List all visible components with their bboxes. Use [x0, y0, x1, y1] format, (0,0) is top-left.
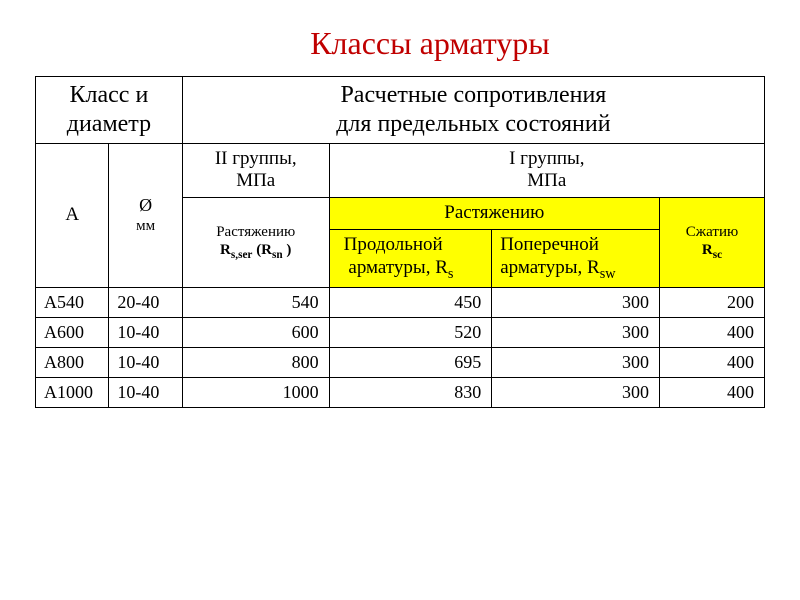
- cell-rsw: 300: [492, 287, 660, 317]
- rebar-table: Класс и диаметр Расчетные сопротивления …: [35, 76, 765, 408]
- cell-rser: 600: [182, 317, 329, 347]
- hdr-group2-l1: II группы,: [215, 148, 297, 169]
- hdr-tg2-sub1: s,ser: [231, 249, 253, 261]
- hdr-col-diam: Ø мм: [109, 143, 182, 287]
- cell-rsc: 400: [660, 347, 765, 377]
- hdr-long-l1: Продольной: [344, 234, 443, 255]
- cell-diam: 20-40: [109, 287, 182, 317]
- table-row: A1000 10-40 1000 830 300 400: [36, 377, 765, 407]
- hdr-col-A: A: [36, 143, 109, 287]
- cell-rs: 695: [329, 347, 492, 377]
- hdr-tg2-po: (R: [252, 242, 272, 258]
- hdr-comp-sub: sc: [713, 249, 722, 261]
- cell-rsw: 300: [492, 347, 660, 377]
- hdr-comp-l1: Сжатию: [686, 224, 738, 240]
- cell-rser: 800: [182, 347, 329, 377]
- cell-class: A800: [36, 347, 109, 377]
- hdr-diam-sym: Ø: [139, 195, 152, 215]
- cell-rsc: 200: [660, 287, 765, 317]
- hdr-tension-g1: Растяжению: [329, 198, 659, 230]
- hdr-trans-l2: арматуры, R: [500, 257, 599, 278]
- cell-diam: 10-40: [109, 347, 182, 377]
- cell-rsc: 400: [660, 377, 765, 407]
- cell-rsc: 400: [660, 317, 765, 347]
- hdr-group2: II группы, МПа: [182, 143, 329, 198]
- hdr-group1: I группы, МПа: [329, 143, 764, 198]
- table-row: A800 10-40 800 695 300 400: [36, 347, 765, 377]
- hdr-long-l2: арматуры, R: [348, 257, 447, 278]
- cell-class: A1000: [36, 377, 109, 407]
- hdr-design-resistance: Расчетные сопротивления для предельных с…: [182, 77, 764, 144]
- cell-rser: 1000: [182, 377, 329, 407]
- hdr-longitudinal: Продольной арматуры, Rs: [329, 229, 492, 287]
- cell-rs: 520: [329, 317, 492, 347]
- table-row: A600 10-40 600 520 300 400: [36, 317, 765, 347]
- cell-rser: 540: [182, 287, 329, 317]
- hdr-tg2-sub2: sn: [272, 249, 283, 261]
- cell-rsw: 300: [492, 317, 660, 347]
- hdr-comp-R: R: [702, 242, 713, 258]
- hdr-tg2-R: R: [220, 242, 231, 258]
- hdr-dr-l1: Расчетные сопротивления: [340, 82, 606, 108]
- cell-class: A540: [36, 287, 109, 317]
- hdr-tension-g2: Растяжению Rs,ser (Rsn ): [182, 198, 329, 287]
- cell-diam: 10-40: [109, 377, 182, 407]
- page-title: Классы арматуры: [35, 25, 765, 62]
- hdr-compression: Сжатию Rsc: [660, 198, 765, 287]
- hdr-tg2-l1: Растяжению: [216, 224, 295, 240]
- cell-rsw: 300: [492, 377, 660, 407]
- hdr-class-diameter: Класс и диаметр: [36, 77, 183, 144]
- hdr-dr-l2: для предельных состояний: [336, 111, 610, 137]
- hdr-long-sub: s: [448, 266, 454, 282]
- hdr-trans-l1: Поперечной: [500, 234, 599, 255]
- hdr-group2-l2: МПа: [236, 170, 275, 191]
- hdr-diam-unit: мм: [136, 218, 155, 234]
- hdr-trans-sub: sw: [600, 266, 616, 282]
- hdr-group1-l1: I группы,: [509, 148, 584, 169]
- hdr-group1-l2: МПа: [527, 170, 566, 191]
- hdr-transverse: Поперечной арматуры, Rsw: [492, 229, 660, 287]
- table-row: A540 20-40 540 450 300 200: [36, 287, 765, 317]
- cell-rs: 830: [329, 377, 492, 407]
- cell-rs: 450: [329, 287, 492, 317]
- cell-class: A600: [36, 317, 109, 347]
- hdr-tg2-pc: ): [283, 242, 292, 258]
- cell-diam: 10-40: [109, 317, 182, 347]
